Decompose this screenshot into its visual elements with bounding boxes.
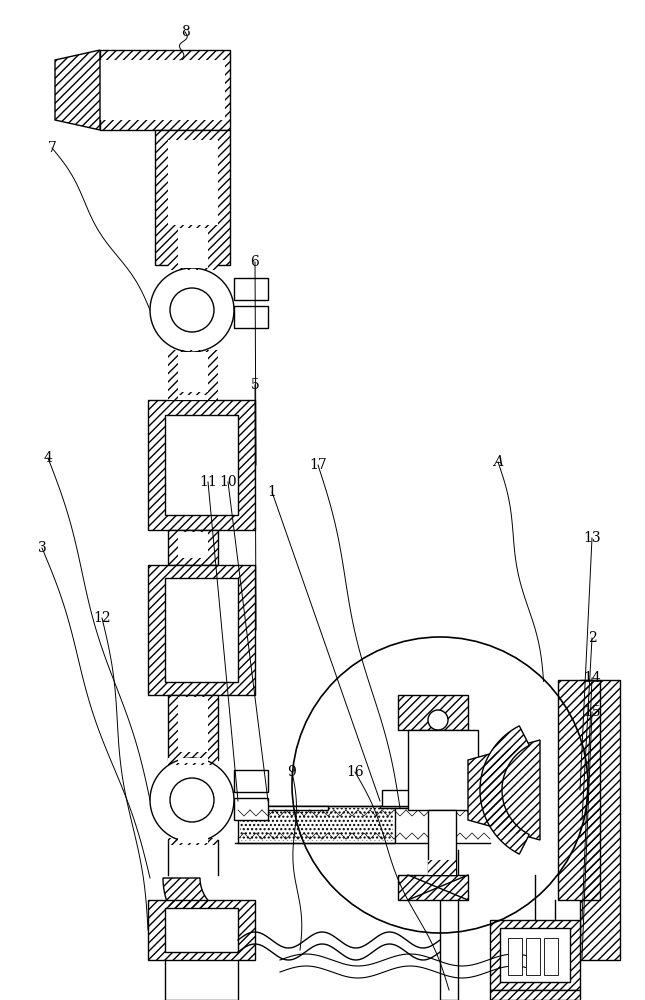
Bar: [240, 808, 393, 841]
Bar: [408, 730, 478, 810]
Bar: [178, 228, 208, 268]
Bar: [155, 130, 230, 265]
Bar: [490, 990, 580, 1000]
Bar: [398, 875, 468, 900]
Bar: [580, 680, 620, 960]
Bar: [238, 806, 395, 843]
Polygon shape: [163, 878, 235, 950]
Text: 3: 3: [37, 541, 46, 555]
Bar: [558, 680, 600, 900]
Bar: [100, 60, 225, 120]
Bar: [168, 695, 218, 760]
Bar: [398, 875, 468, 900]
Text: 4: 4: [44, 451, 52, 465]
Text: 14: 14: [583, 671, 601, 685]
Text: 17: 17: [309, 458, 327, 472]
Bar: [148, 565, 255, 695]
Bar: [234, 770, 268, 792]
Bar: [168, 225, 218, 270]
Bar: [168, 350, 218, 395]
Text: 5: 5: [251, 378, 259, 392]
Bar: [168, 758, 218, 765]
Bar: [428, 860, 456, 875]
Bar: [168, 530, 218, 565]
Bar: [526, 938, 540, 975]
Polygon shape: [55, 50, 100, 130]
Bar: [398, 695, 468, 730]
Bar: [490, 990, 580, 1000]
Bar: [100, 50, 230, 130]
Bar: [168, 225, 218, 270]
Bar: [148, 400, 255, 530]
Bar: [168, 395, 218, 400]
Polygon shape: [468, 740, 540, 840]
Bar: [168, 350, 218, 395]
Circle shape: [150, 758, 234, 842]
Bar: [235, 806, 490, 814]
Circle shape: [428, 710, 448, 730]
Text: 12: 12: [93, 611, 111, 625]
Text: 7: 7: [48, 141, 57, 155]
Text: 10: 10: [219, 475, 237, 489]
Bar: [148, 900, 255, 960]
Bar: [178, 758, 208, 763]
Bar: [168, 758, 218, 765]
Bar: [428, 860, 456, 875]
Bar: [178, 352, 208, 392]
Circle shape: [170, 288, 214, 332]
Bar: [558, 680, 600, 900]
Bar: [234, 278, 268, 300]
Bar: [580, 680, 620, 960]
Bar: [168, 530, 218, 565]
Polygon shape: [480, 726, 530, 854]
Bar: [178, 395, 208, 400]
Text: 6: 6: [251, 255, 259, 269]
Bar: [490, 920, 580, 990]
Bar: [100, 50, 230, 130]
Circle shape: [170, 778, 214, 822]
Bar: [234, 798, 268, 820]
Bar: [235, 806, 490, 814]
Circle shape: [150, 268, 234, 352]
Bar: [165, 908, 238, 952]
Bar: [382, 790, 418, 806]
Text: A: A: [493, 455, 503, 469]
Text: 15: 15: [583, 705, 600, 719]
Bar: [428, 810, 456, 875]
Bar: [165, 415, 238, 515]
Bar: [490, 920, 580, 990]
Text: 8: 8: [181, 25, 190, 39]
Bar: [165, 578, 238, 682]
Text: 11: 11: [199, 475, 217, 489]
Bar: [238, 806, 328, 810]
Bar: [500, 928, 570, 982]
Bar: [168, 838, 218, 845]
Bar: [148, 565, 255, 695]
Bar: [155, 130, 230, 265]
Bar: [380, 806, 418, 808]
Text: 1: 1: [268, 485, 277, 499]
Bar: [168, 395, 218, 400]
Bar: [508, 938, 522, 975]
Bar: [178, 532, 208, 558]
Bar: [178, 838, 208, 843]
Bar: [168, 838, 218, 845]
Bar: [234, 306, 268, 328]
Text: 2: 2: [588, 631, 597, 645]
Bar: [168, 140, 218, 255]
Text: 16: 16: [346, 765, 364, 779]
Bar: [398, 695, 468, 730]
Text: 9: 9: [288, 765, 296, 779]
Bar: [240, 808, 393, 841]
Bar: [544, 938, 558, 975]
Bar: [148, 900, 255, 960]
Bar: [178, 697, 208, 752]
Text: 13: 13: [583, 531, 600, 545]
Bar: [148, 400, 255, 530]
Bar: [168, 695, 218, 760]
